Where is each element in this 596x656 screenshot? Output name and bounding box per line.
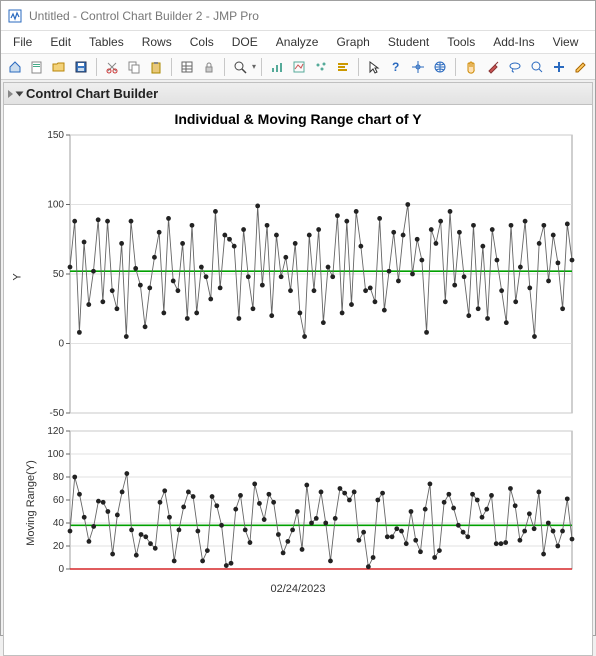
chart2-icon[interactable]	[289, 57, 309, 77]
outer-disclosure-icon[interactable]	[8, 90, 13, 98]
svg-text:50: 50	[53, 269, 65, 280]
new-icon[interactable]	[27, 57, 47, 77]
copy-icon[interactable]	[124, 57, 144, 77]
svg-text:0: 0	[58, 339, 64, 350]
window-title: Untitled - Control Chart Builder 2 - JMP…	[29, 9, 259, 23]
svg-text:150: 150	[47, 130, 64, 141]
menu-analyze[interactable]: Analyze	[268, 33, 327, 51]
menu-file[interactable]: File	[5, 33, 40, 51]
save-icon[interactable]	[71, 57, 91, 77]
menu-window[interactable]: Window	[588, 33, 595, 51]
menu-doe[interactable]: DOE	[224, 33, 266, 51]
lasso-icon[interactable]	[505, 57, 525, 77]
svg-text:40: 40	[53, 518, 65, 529]
edit-icon[interactable]	[571, 57, 591, 77]
menu-student[interactable]: Student	[380, 33, 437, 51]
globe-icon[interactable]	[430, 57, 450, 77]
pointer-icon[interactable]	[364, 57, 384, 77]
zoom-icon[interactable]	[230, 57, 250, 77]
menu-tools[interactable]: Tools	[439, 33, 483, 51]
svg-text:100: 100	[47, 449, 64, 460]
hand-icon[interactable]	[461, 57, 481, 77]
paste-icon[interactable]	[146, 57, 166, 77]
toolbar: ▾ ?	[1, 54, 595, 80]
mr-chart: Moving Range(Y) 0 20 40 60 80 100 120	[12, 425, 584, 581]
individual-ylabel: Y	[12, 273, 24, 280]
menu-add-ins[interactable]: Add-Ins	[485, 33, 542, 51]
brush-icon[interactable]	[483, 57, 503, 77]
chart1-icon[interactable]	[267, 57, 287, 77]
disclosure-icon[interactable]	[16, 91, 24, 96]
cut-icon[interactable]	[102, 57, 122, 77]
mr-ylabel: Moving Range(Y)	[25, 460, 37, 546]
svg-text:0: 0	[58, 564, 64, 575]
x-axis-date: 02/24/2023	[12, 581, 584, 595]
menu-graph[interactable]: Graph	[328, 33, 377, 51]
help-icon[interactable]: ?	[386, 57, 406, 77]
menu-view[interactable]: View	[545, 33, 587, 51]
lock-icon[interactable]	[199, 57, 219, 77]
chart4-icon[interactable]	[333, 57, 353, 77]
menu-rows[interactable]: Rows	[134, 33, 180, 51]
content-panel: Control Chart Builder Individual & Movin…	[3, 82, 593, 656]
section-header[interactable]: Control Chart Builder	[4, 83, 592, 105]
individual-svg[interactable]: -50 0 50 100 150	[12, 129, 580, 425]
svg-text:80: 80	[53, 472, 65, 483]
menu-tables[interactable]: Tables	[81, 33, 132, 51]
titlebar: Untitled - Control Chart Builder 2 - JMP…	[1, 1, 595, 31]
plus-icon[interactable]	[549, 57, 569, 77]
svg-text:60: 60	[53, 495, 65, 506]
individual-chart: Y -50 0 50 100 150	[12, 129, 584, 425]
section-title: Control Chart Builder	[26, 86, 158, 101]
svg-text:100: 100	[47, 200, 64, 211]
magnify-icon[interactable]	[527, 57, 547, 77]
open-icon[interactable]	[49, 57, 69, 77]
menu-edit[interactable]: Edit	[42, 33, 79, 51]
crosshair-icon[interactable]	[408, 57, 428, 77]
menu-cols[interactable]: Cols	[182, 33, 222, 51]
svg-text:120: 120	[47, 426, 64, 437]
menubar: FileEditTablesRowsColsDOEAnalyzeGraphStu…	[1, 31, 595, 54]
chart-title: Individual & Moving Range chart of Y	[4, 105, 592, 129]
svg-text:?: ?	[392, 60, 399, 74]
svg-text:20: 20	[53, 541, 65, 552]
chart3-icon[interactable]	[311, 57, 331, 77]
table-icon[interactable]	[177, 57, 197, 77]
home-icon[interactable]	[5, 57, 25, 77]
mr-svg[interactable]: 0 20 40 60 80 100 120	[12, 425, 580, 581]
app-icon	[7, 8, 23, 24]
svg-text:-50: -50	[50, 408, 65, 419]
